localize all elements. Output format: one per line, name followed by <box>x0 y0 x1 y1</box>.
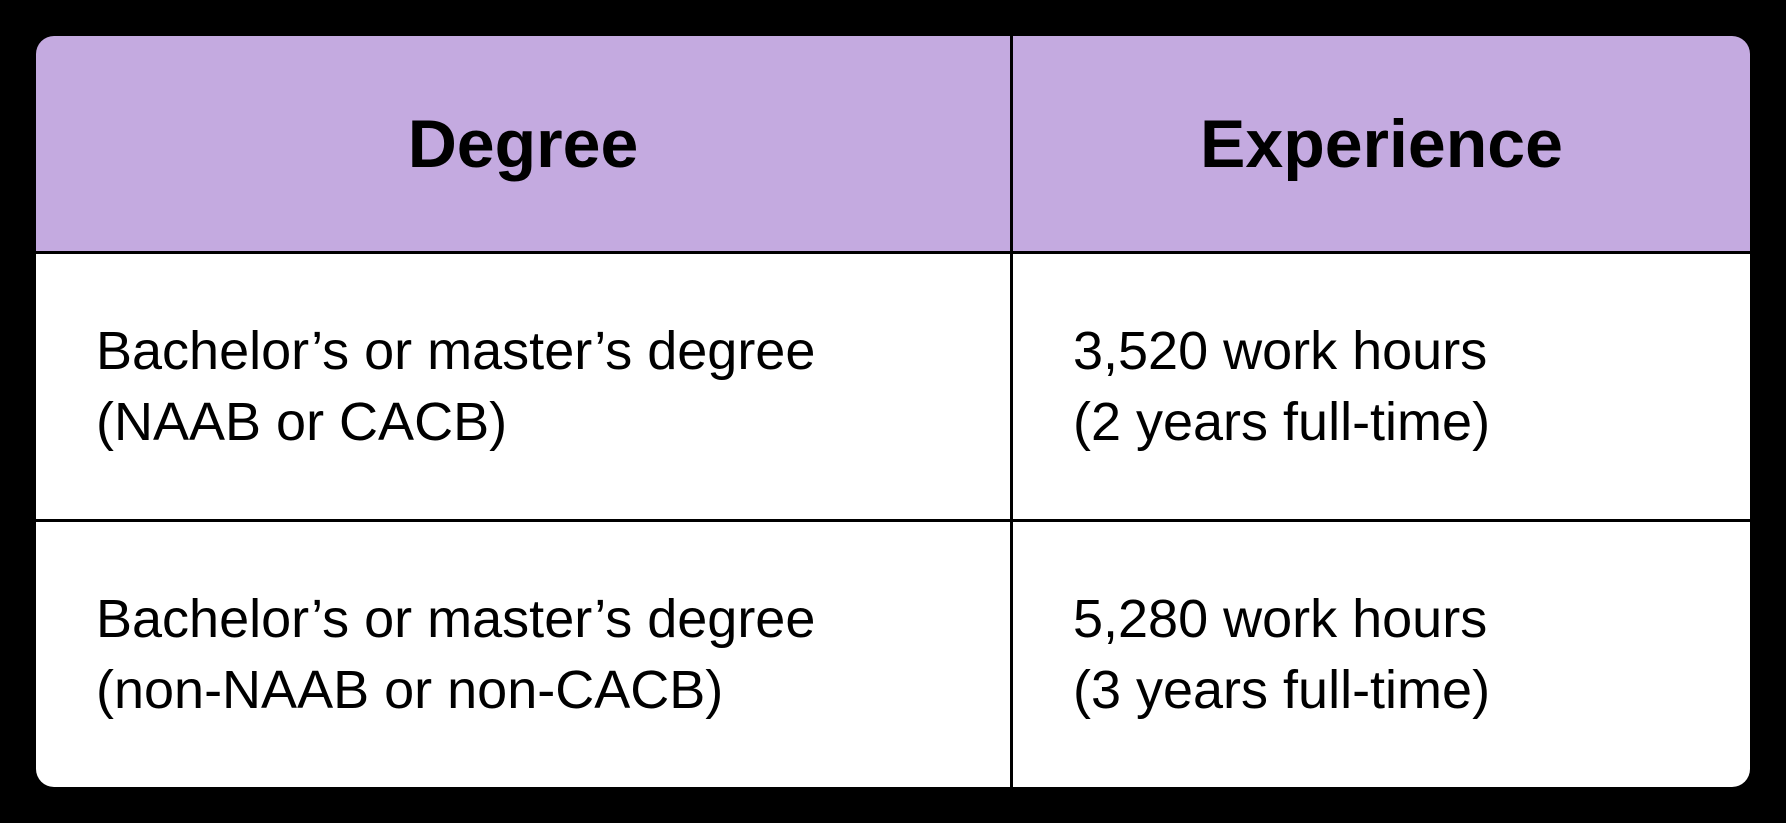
table-row: Bachelor’s or master’s degree (non-NAAB … <box>36 519 1750 787</box>
header-degree-label: Degree <box>408 105 639 183</box>
requirements-table: Degree Experience Bachelor’s or master’s… <box>36 36 1750 787</box>
header-experience: Experience <box>1013 36 1750 251</box>
cell-degree: Bachelor’s or master’s degree (NAAB or C… <box>36 254 1013 519</box>
experience-line1: 3,520 work hours <box>1073 316 1487 386</box>
cell-experience: 5,280 work hours (3 years full-time) <box>1013 522 1750 787</box>
degree-line2: (non-NAAB or non-CACB) <box>96 655 723 725</box>
experience-line2: (3 years full-time) <box>1073 655 1490 725</box>
degree-line2: (NAAB or CACB) <box>96 387 507 457</box>
degree-line1: Bachelor’s or master’s degree <box>96 316 815 386</box>
header-experience-label: Experience <box>1200 105 1563 183</box>
table-header-row: Degree Experience <box>36 36 1750 251</box>
experience-line2: (2 years full-time) <box>1073 387 1490 457</box>
degree-line1: Bachelor’s or master’s degree <box>96 584 815 654</box>
table-row: Bachelor’s or master’s degree (NAAB or C… <box>36 251 1750 519</box>
header-degree: Degree <box>36 36 1013 251</box>
experience-line1: 5,280 work hours <box>1073 584 1487 654</box>
cell-experience: 3,520 work hours (2 years full-time) <box>1013 254 1750 519</box>
cell-degree: Bachelor’s or master’s degree (non-NAAB … <box>36 522 1013 787</box>
